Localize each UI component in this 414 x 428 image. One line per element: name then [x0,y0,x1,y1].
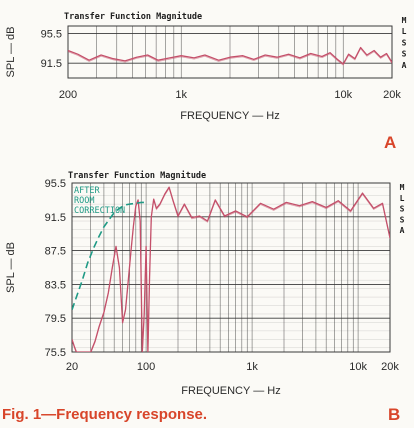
x-tick-label: 1k [246,361,258,373]
response-trace [68,46,392,65]
y-tick-label: 75.5 [45,347,66,359]
y-tick-label: 87.5 [45,246,66,258]
side-label-letter: A [402,61,407,70]
x-tick-label: 200 [59,89,77,101]
x-tick-label: 20k [381,361,399,373]
side-label-letter: S [400,215,405,224]
y-tick-label: 91.5 [45,212,66,224]
room-correction-trace [72,201,147,311]
side-label-letter: S [400,205,405,214]
plot-frame [71,182,391,353]
response-trace [72,186,390,352]
x-tick-label: 1k [175,89,187,101]
chart-panel-b: 95.5 91.5 87.5 83.5 79.5 75.520 100 1k 10k 20k Tra… [5,170,405,397]
side-label-letter: L [402,27,407,36]
chart-title: Transfer Function Magnitude [64,11,202,22]
side-label-letter: S [402,50,407,59]
chart-title: Transfer Function Magnitude [68,170,206,181]
chart-panel-a: 95.5 91.5 200 1k 10k 20k Transfer Function Mag… [5,11,407,122]
panel-label-b: B [388,405,401,424]
x-tick-label: 100 [137,361,155,373]
figure-caption: Fig. 1—Frequency response. [2,406,208,423]
side-label-letter: S [402,38,407,47]
x-tick-label: 10k [334,89,352,101]
x-tick-label: 20 [66,361,78,373]
annotation-text: ROOM [74,196,94,206]
y-tick-label: 83.5 [45,279,66,291]
side-label-letter: M [402,16,407,25]
panel-label-a: A [384,133,397,152]
y-tick-label: 79.5 [45,313,66,325]
y-axis-label: SPL — dB [5,27,17,78]
side-label-letter: M [400,183,405,192]
side-label-letter: L [400,194,405,203]
y-tick-label: 95.5 [41,28,62,40]
y-tick-label: 91.5 [41,58,62,70]
x-tick-label: 20k [383,89,401,101]
x-tick-label: 10k [349,361,367,373]
x-axis-label: FREQUENCY — Hz [181,385,280,397]
x-axis-label: FREQUENCY — Hz [180,110,279,122]
annotation-text: AFTER [74,186,100,196]
annotation-text: CORRECTION [74,206,125,216]
y-axis-label: SPL — dB [5,242,17,293]
y-tick-label: 95.5 [45,178,66,190]
side-label-letter: A [400,226,405,235]
